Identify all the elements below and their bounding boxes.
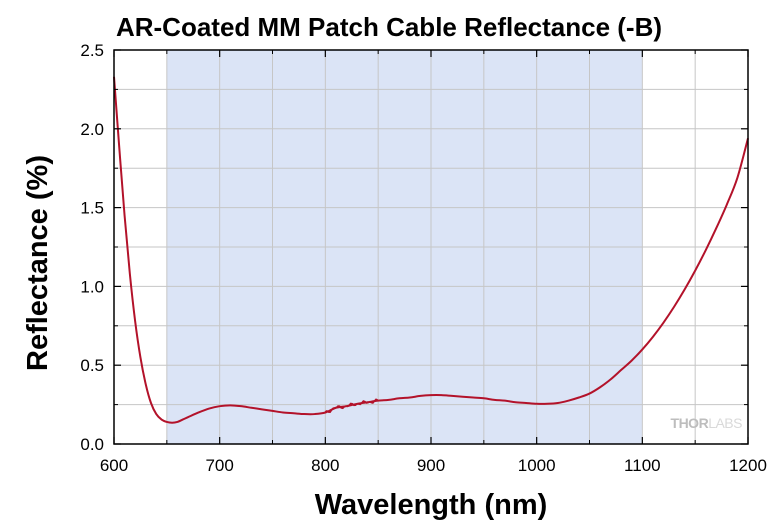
plot-area: THORLABS <box>113 49 749 445</box>
x-tick-label: 700 <box>205 456 233 475</box>
series-group <box>113 76 749 424</box>
y-tick-label: 0.0 <box>80 435 104 454</box>
y-tick-label: 2.0 <box>80 120 104 139</box>
x-tick-label: 600 <box>100 456 128 475</box>
y-tick-label: 0.5 <box>80 356 104 375</box>
x-tick-label: 1000 <box>518 456 556 475</box>
x-axis-label: Wavelength (nm) <box>315 489 548 521</box>
y-tick-label: 1.5 <box>80 199 104 218</box>
y-tick-labels: 0.0 0.5 1.0 1.5 2.0 2.5 <box>80 41 104 454</box>
x-tick-label: 1200 <box>729 456 767 475</box>
series-line-0 <box>113 76 749 424</box>
chart-title: AR-Coated MM Patch Cable Reflectance (-B… <box>116 12 662 42</box>
watermark-thor: THOR <box>671 415 709 431</box>
x-tick-label: 1100 <box>624 456 661 475</box>
x-tick-label: 900 <box>417 456 445 475</box>
watermark-labs: LABS <box>708 415 742 431</box>
y-axis-label: Reflectance (%) <box>22 155 54 371</box>
series-noise-0 <box>324 398 378 414</box>
axis-ticks <box>113 49 749 445</box>
grid-lines <box>114 50 748 444</box>
y-tick-label: 2.5 <box>80 41 104 60</box>
y-tick-label: 1.0 <box>80 277 104 296</box>
x-tick-labels: 600 700 800 900 1000 1100 1200 <box>100 456 767 475</box>
thorlabs-watermark: THORLABS <box>671 415 743 431</box>
x-tick-label: 800 <box>311 456 339 475</box>
svg-text:THORLABS: THORLABS <box>671 415 743 431</box>
